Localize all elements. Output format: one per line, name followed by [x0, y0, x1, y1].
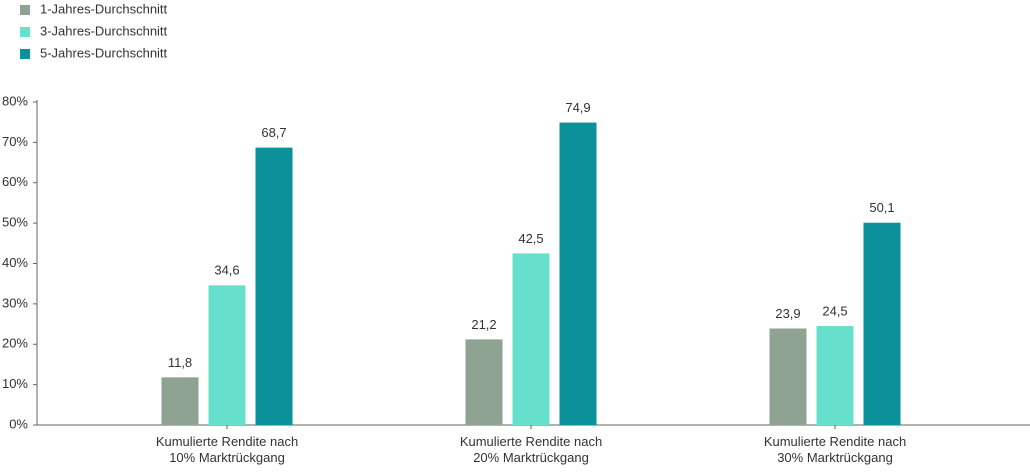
bar	[255, 147, 293, 425]
value-label: 23,9	[775, 306, 800, 321]
y-tick-label: 0%	[9, 416, 28, 431]
y-tick-label: 40%	[2, 255, 28, 270]
value-label: 74,9	[565, 100, 590, 115]
bar	[512, 253, 550, 425]
value-label: 50,1	[869, 200, 894, 215]
legend-swatch	[20, 49, 30, 59]
bar	[816, 326, 854, 425]
legend-swatch	[20, 27, 30, 37]
bar	[208, 285, 246, 425]
bar	[769, 328, 807, 425]
value-label: 42,5	[518, 231, 543, 246]
value-label: 21,2	[471, 317, 496, 332]
y-tick-label: 10%	[2, 376, 28, 391]
y-tick-label: 70%	[2, 134, 28, 149]
legend-label: 3-Jahres-Durchschnitt	[40, 23, 168, 38]
y-tick-label: 60%	[2, 174, 28, 189]
x-tick-label: Kumulierte Rendite nach 20% Marktrückgang	[460, 434, 602, 465]
legend-label: 1-Jahres-Durchschnitt	[40, 1, 168, 16]
bar	[465, 339, 503, 425]
value-label: 34,6	[214, 263, 239, 278]
value-label: 68,7	[261, 125, 286, 140]
value-label: 11,8	[168, 355, 192, 370]
y-tick-label: 30%	[2, 295, 28, 310]
y-tick-label: 20%	[2, 336, 28, 351]
y-tick-label: 50%	[2, 215, 28, 230]
x-tick-label: Kumulierte Rendite nach 10% Marktrückgang	[156, 434, 298, 465]
legend-label: 5-Jahres-Durchschnitt	[40, 45, 168, 60]
y-tick-label: 80%	[2, 93, 28, 108]
value-label: 24,5	[822, 304, 847, 319]
bar	[161, 377, 199, 425]
bar	[559, 122, 597, 425]
x-tick-label: Kumulierte Rendite nach 30% Marktrückgang	[764, 434, 906, 465]
legend-swatch	[20, 5, 30, 15]
bar	[863, 222, 901, 425]
